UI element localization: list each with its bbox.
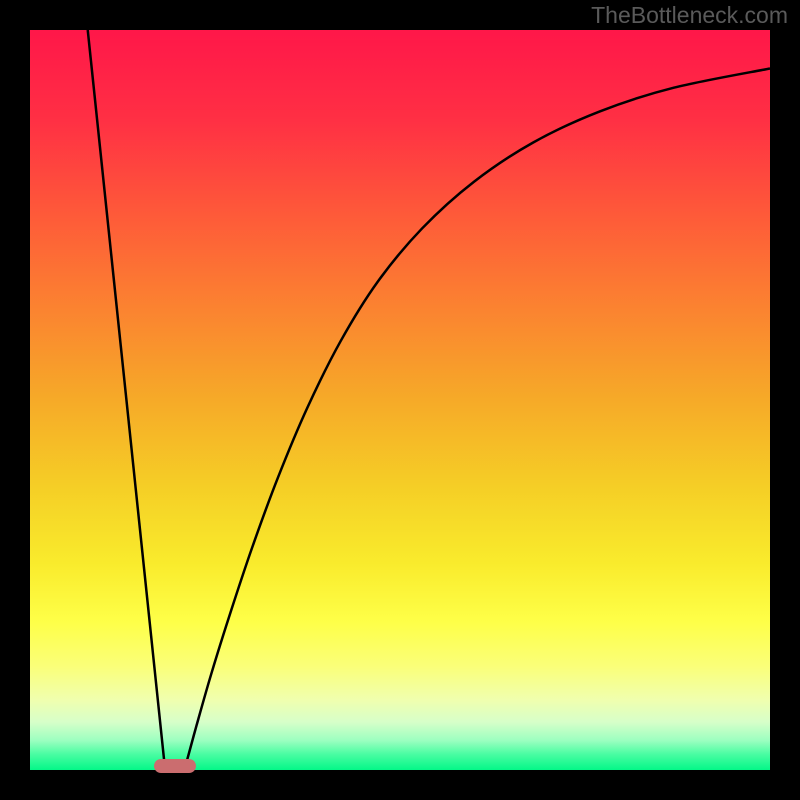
left-descending-line [88, 30, 165, 766]
watermark-text: TheBottleneck.com [591, 2, 788, 29]
chart-lines-svg [30, 30, 770, 770]
right-ascending-curve [185, 68, 770, 766]
chart-plot-area [30, 30, 770, 770]
bottleneck-marker [154, 759, 196, 773]
